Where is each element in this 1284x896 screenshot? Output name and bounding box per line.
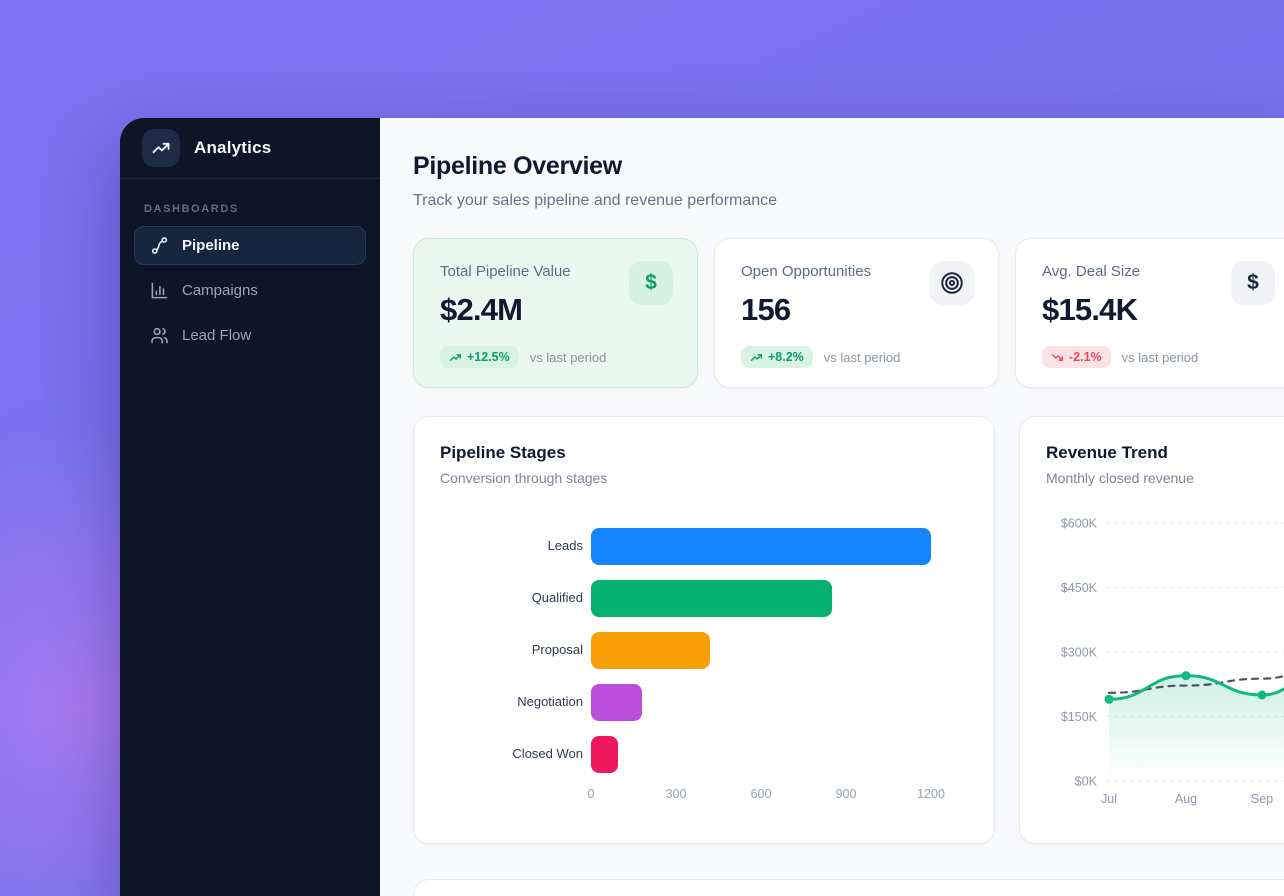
kpi-row: Total Pipeline Value $2.4M $ +12.5% vs l… <box>413 238 1284 388</box>
chart-subtitle: Monthly closed revenue <box>1046 470 1194 486</box>
kpi-label: Open Opportunities <box>741 263 872 280</box>
pipeline-stages-card: Pipeline Stages Conversion through stage… <box>413 416 995 844</box>
comparison-label: vs last period <box>823 349 901 365</box>
nav-label: Lead Flow <box>182 327 252 344</box>
svg-text:$450K: $450K <box>1061 581 1098 595</box>
page-subtitle: Track your sales pipeline and revenue pe… <box>413 192 778 209</box>
bar-qualified <box>591 580 832 617</box>
svg-text:$600K: $600K <box>1061 517 1098 531</box>
route-icon <box>150 236 169 255</box>
charts-row: Pipeline Stages Conversion through stage… <box>413 416 1284 844</box>
main-content: Pipeline Overview Track your sales pipel… <box>380 118 1284 896</box>
revenue-trend-card: Revenue Trend Monthly closed revenue $60… <box>1019 416 1284 844</box>
svg-text:$0K: $0K <box>1075 775 1098 789</box>
chart-title: Revenue Trend <box>1046 443 1168 462</box>
trending-up-icon <box>750 353 763 361</box>
nav-label: Pipeline <box>182 237 240 254</box>
bar-row: Qualified <box>440 580 968 617</box>
horizontal-bar-chart: Leads Qualified Proposal Negotiation Clo… <box>440 528 968 773</box>
trending-up-logo-icon <box>142 129 180 167</box>
bar-negotiation <box>591 684 642 721</box>
svg-text:Sep: Sep <box>1251 792 1273 806</box>
sidebar-section-label: DASHBOARDS <box>144 203 239 215</box>
kpi-card-total-pipeline-value: Total Pipeline Value $2.4M $ +12.5% vs l… <box>413 238 698 388</box>
bar-row: Negotiation <box>440 684 968 721</box>
trending-down-icon <box>1051 353 1064 361</box>
nav-label: Campaigns <box>182 282 258 299</box>
delta-badge: -2.1% <box>1042 346 1111 368</box>
delta-badge: +12.5% <box>440 346 519 368</box>
bar-chart-icon <box>150 281 169 300</box>
kpi-card-open-opportunities: Open Opportunities 156 +8.2% vs last per… <box>714 238 999 388</box>
kpi-value: $2.4M <box>440 292 523 327</box>
brand: Analytics <box>120 118 380 179</box>
bar-row: Closed Won <box>440 736 968 773</box>
x-axis: 0 300 600 900 1200 <box>587 787 945 801</box>
sidebar-item-lead-flow[interactable]: Lead Flow <box>134 316 366 355</box>
comparison-label: vs last period <box>529 349 607 365</box>
comparison-label: vs last period <box>1121 349 1199 365</box>
svg-text:Aug: Aug <box>1175 792 1197 806</box>
bar-closed-won <box>591 736 618 773</box>
dollar-icon: $ <box>1231 261 1275 305</box>
app-window: Analytics DASHBOARDS Pipeline Campaigns <box>120 118 1284 896</box>
trending-up-icon <box>449 353 462 361</box>
sidebar: Analytics DASHBOARDS Pipeline Campaigns <box>120 118 380 896</box>
target-icon <box>930 261 974 305</box>
kpi-label: Total Pipeline Value <box>440 263 571 280</box>
svg-text:Jul: Jul <box>1101 792 1117 806</box>
sidebar-nav: Pipeline Campaigns Lead Flow <box>120 226 380 355</box>
kpi-card-avg-deal-size: Avg. Deal Size $15.4K $ -2.1% vs last pe… <box>1015 238 1284 388</box>
page-title: Pipeline Overview <box>413 152 622 180</box>
chart-subtitle: Conversion through stages <box>440 470 608 486</box>
kpi-label: Avg. Deal Size <box>1042 263 1141 280</box>
bar-row: Proposal <box>440 632 968 669</box>
bar-row: Leads <box>440 528 968 565</box>
sidebar-item-pipeline[interactable]: Pipeline <box>134 226 366 265</box>
dollar-icon: $ <box>629 261 673 305</box>
bar-proposal <box>591 632 710 669</box>
svg-text:$300K: $300K <box>1061 646 1098 660</box>
brand-name: Analytics <box>194 138 272 157</box>
sidebar-item-campaigns[interactable]: Campaigns <box>134 271 366 310</box>
partial-bottom-card <box>413 879 1284 896</box>
kpi-value: 156 <box>741 292 791 327</box>
kpi-value: $15.4K <box>1042 292 1138 327</box>
chart-title: Pipeline Stages <box>440 443 566 462</box>
svg-text:$150K: $150K <box>1061 710 1098 724</box>
users-icon <box>150 326 169 345</box>
bar-leads <box>591 528 931 565</box>
delta-badge: +8.2% <box>741 346 813 368</box>
